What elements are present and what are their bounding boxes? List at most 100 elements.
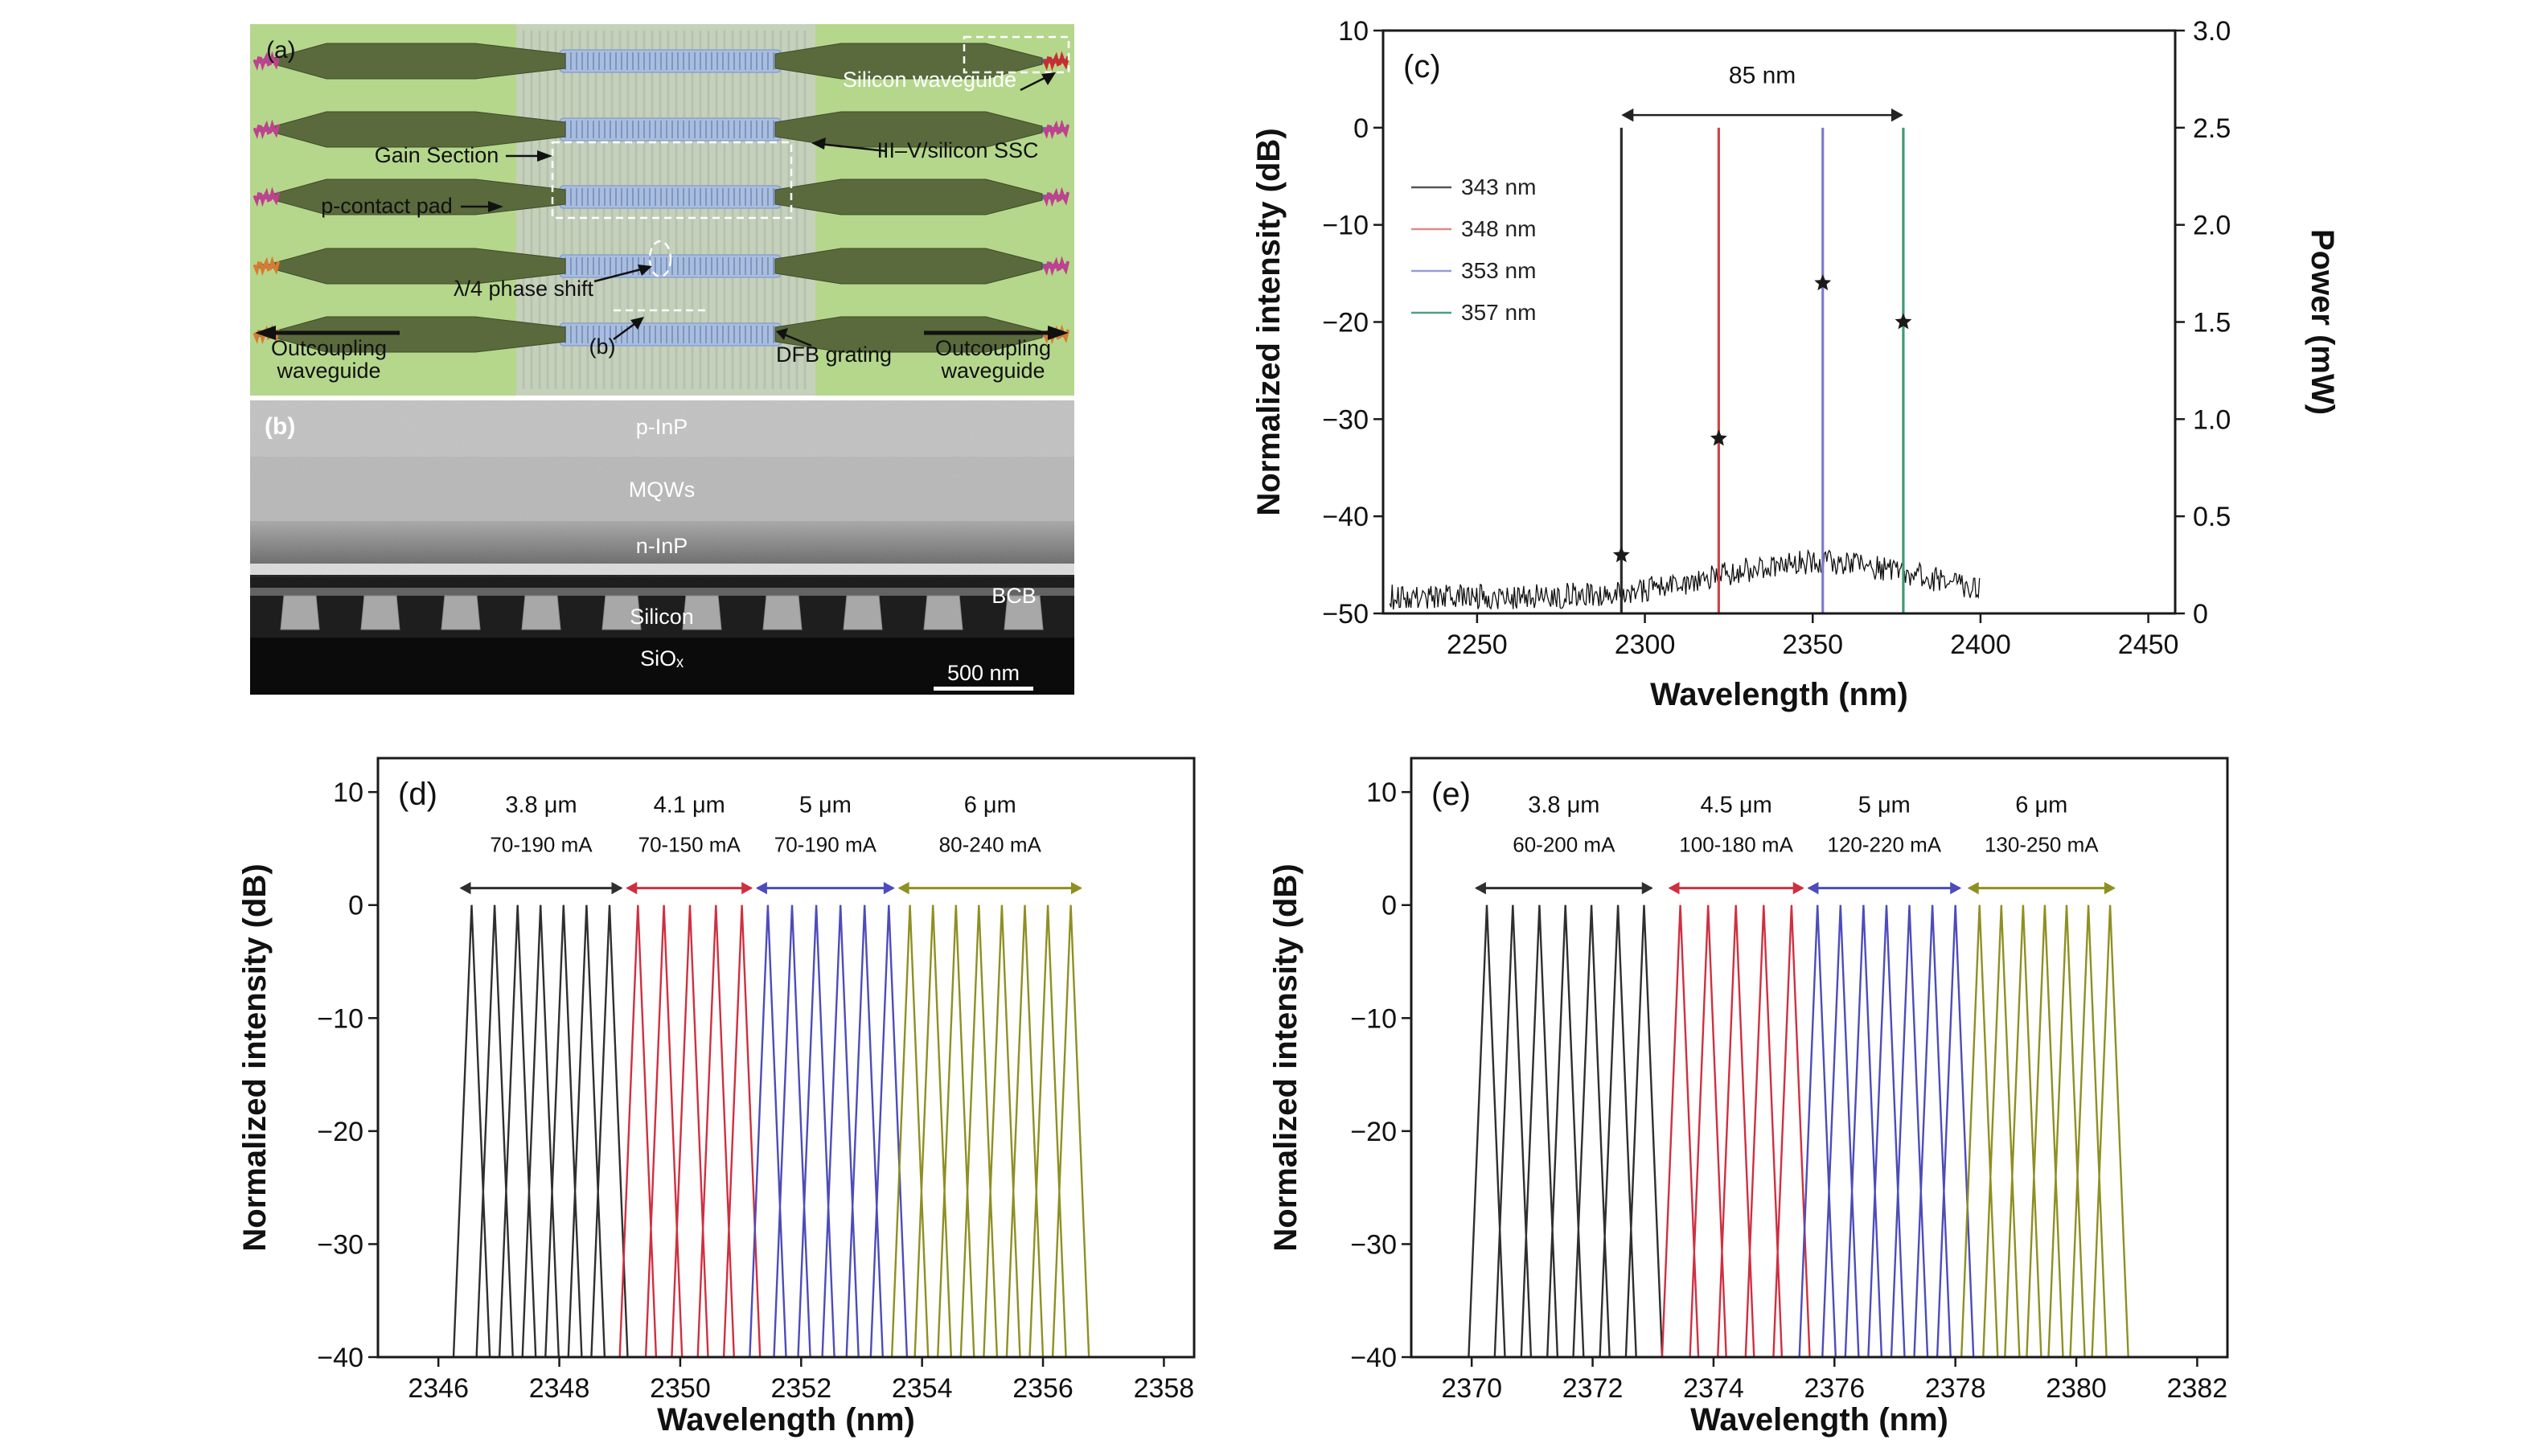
group-current-label: 130-250 mA (1985, 833, 2099, 857)
mode-peaks (890, 904, 1090, 1358)
mode-peaks (618, 904, 762, 1358)
span-arrowhead (1807, 881, 1819, 895)
gain-section-shape (774, 111, 1043, 148)
span-arrowhead (626, 881, 638, 895)
group-label: 6 μm (964, 792, 1016, 818)
y-tick-label: −50 (1322, 599, 1369, 630)
silicon-waveguide-dashed-box (963, 35, 1070, 74)
p-contact-label: p-contact pad (321, 194, 453, 218)
x-tick-label: 2354 (892, 1373, 953, 1404)
x-tick-label: 2348 (529, 1373, 590, 1404)
scalebar-label: 500 nm (947, 661, 1020, 685)
y-axis-title: Normalized intensity (dB) (1268, 863, 1303, 1251)
x-tick-label: 2350 (1782, 630, 1843, 660)
layer-siox (250, 638, 1074, 695)
x-axis-title: Wavelength (nm) (657, 1402, 915, 1438)
panel-a-annotations (255, 35, 1070, 347)
legend-label: 353 nm (1461, 258, 1536, 283)
group-current-label: 70-190 mA (490, 833, 593, 857)
group-label: 6 μm (2015, 792, 2067, 818)
x-tick-label: 2380 (2046, 1373, 2107, 1404)
x-tick-label: 2356 (1012, 1373, 1074, 1404)
y-tick-label: −20 (1350, 1117, 1397, 1147)
panel-b-sem-image: (b) p-InP MQWs n-InP BCB Silicon SiOₓ 50… (250, 400, 1074, 695)
coupler-squiggle (1043, 187, 1069, 207)
gain-section-shape (774, 248, 1043, 285)
silicon-waveguide-label: Silicon waveguide (843, 68, 1016, 92)
y-tick-label: −40 (1322, 502, 1369, 532)
silicon-slab (250, 588, 1074, 596)
group-label: 3.8 μm (1528, 792, 1599, 818)
group-current-label: 120-220 mA (1827, 833, 1941, 857)
x-tick-label: 2376 (1804, 1373, 1865, 1404)
mode-peaks (1468, 904, 1664, 1358)
gain-section-shape (273, 316, 566, 353)
span-arrowhead (1967, 881, 1979, 895)
coupler-squiggle (253, 256, 280, 277)
group-label: 3.8 μm (505, 792, 577, 818)
chart-panel-d: 3.8 μm 70-190 mA 4.1 μm 70-150 mA 5 μm 70-190… (237, 757, 1196, 1438)
y-tick-label: −30 (317, 1229, 363, 1260)
right-axis-title: Power (mW) (2305, 229, 2340, 415)
silicon-pillar (762, 595, 803, 630)
y-tick-label: 10 (333, 777, 363, 808)
y-tick-label: 0 (348, 891, 363, 921)
panel-letter: (e) (1431, 777, 1471, 812)
right-tick-label: 2.0 (2193, 211, 2231, 241)
y-tick-label: −20 (317, 1117, 363, 1147)
y-tick-label: −20 (1322, 308, 1369, 338)
span-arrowhead (1668, 881, 1680, 895)
right-tick-label: 3.0 (2193, 16, 2231, 47)
y-tick-label: −30 (1350, 1229, 1397, 1260)
group-current-label: 80-240 mA (939, 833, 1042, 857)
legend-label: 348 nm (1461, 216, 1536, 241)
x-tick-label: 2400 (1950, 630, 2011, 660)
span-arrowhead (897, 881, 909, 895)
power-star-marker (1895, 313, 1912, 330)
sem-layers (250, 400, 1074, 695)
silicon-pillar (360, 595, 400, 630)
span-arrowhead (459, 881, 471, 895)
right-tick-label: 1.5 (2193, 308, 2231, 338)
mode-peaks (452, 904, 629, 1358)
phase-shift-arrow (593, 267, 645, 283)
coupler-squiggle (253, 51, 280, 72)
span-arrowhead (741, 881, 753, 895)
mode-peaks (1798, 904, 1975, 1358)
span-arrowhead (1621, 108, 1634, 122)
layer-label-siox: SiOₓ (640, 646, 684, 671)
panel-a-letter: (a) (266, 37, 296, 64)
layer-label-p-inp: p-InP (636, 415, 688, 439)
outcoupling-right-arrowhead (1048, 326, 1069, 340)
group-label: 5 μm (799, 792, 852, 818)
gain-section-shape (273, 111, 566, 148)
noise-floor (1389, 548, 1981, 610)
power-star-marker (1612, 546, 1630, 563)
group-current-label: 100-180 mA (1679, 833, 1793, 857)
x-tick-label: 2346 (408, 1373, 469, 1404)
group-current-label: 60-200 mA (1513, 833, 1615, 857)
dfb-grating-arrow (783, 333, 812, 347)
gain-section-arrowhead (537, 150, 552, 162)
x-tick-label: 2372 (1562, 1373, 1624, 1404)
power-star-marker (1814, 274, 1832, 291)
gain-section-dashed-box (551, 141, 793, 219)
phase-shift-dashed-ellipse (648, 240, 672, 278)
section-ref-label: (b) (589, 334, 616, 359)
panel-letter: (c) (1403, 49, 1441, 84)
group-label: 5 μm (1858, 792, 1911, 818)
group-label: 4.5 μm (1700, 792, 1771, 818)
y-tick-label: −10 (1350, 1003, 1397, 1034)
span-arrowhead (1474, 881, 1486, 895)
span-arrowhead (611, 881, 623, 895)
right-tick-label: 0.5 (2193, 502, 2231, 532)
span-arrow-label: 85 nm (1729, 62, 1796, 88)
chart-panel-c: 85 nm 2250 2300 2350 2400 2450 10 0 −10 −20 −30 −40… (1251, 16, 2340, 712)
outcoupling-left-label-1: Outcoupling (271, 336, 387, 360)
layer-label-bcb: BCB (991, 584, 1037, 608)
right-tick-label: 2.5 (2193, 113, 2231, 144)
mode-peaks (1661, 904, 1811, 1358)
x-axis-title: Wavelength (nm) (1690, 1402, 1948, 1438)
outcoupling-left-label-2: waveguide (276, 359, 380, 383)
